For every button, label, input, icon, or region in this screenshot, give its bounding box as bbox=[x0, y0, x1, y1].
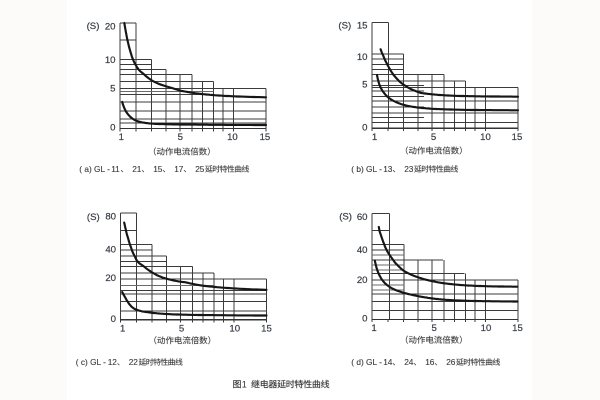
svg-text:10: 10 bbox=[227, 132, 238, 143]
svg-text:80: 80 bbox=[105, 212, 116, 223]
svg-text:1: 1 bbox=[120, 323, 125, 334]
svg-text:10: 10 bbox=[357, 52, 368, 63]
svg-text:15: 15 bbox=[357, 21, 368, 32]
svg-text:15: 15 bbox=[512, 323, 523, 334]
svg-text:10: 10 bbox=[105, 55, 116, 66]
svg-text:0: 0 bbox=[111, 314, 116, 325]
svg-text:16: 16 bbox=[425, 357, 435, 367]
svg-text:15: 15 bbox=[512, 132, 523, 143]
svg-text:15: 15 bbox=[260, 132, 271, 143]
svg-text:20: 20 bbox=[105, 21, 116, 32]
svg-text:24: 24 bbox=[404, 357, 414, 367]
svg-text:22: 22 bbox=[129, 357, 139, 367]
svg-text:20: 20 bbox=[357, 275, 368, 286]
svg-text:0: 0 bbox=[110, 123, 115, 134]
svg-text:10: 10 bbox=[229, 323, 240, 334]
svg-text:0: 0 bbox=[362, 313, 367, 324]
svg-text:( b) GL -: ( b) GL - bbox=[351, 164, 382, 174]
svg-text:10: 10 bbox=[481, 323, 492, 334]
svg-text:23: 23 bbox=[404, 164, 414, 174]
svg-text:10: 10 bbox=[480, 132, 491, 143]
svg-text:1: 1 bbox=[372, 132, 377, 143]
svg-text:25: 25 bbox=[195, 164, 205, 174]
svg-text:21: 21 bbox=[132, 164, 142, 174]
svg-text:( c) GL -: ( c) GL - bbox=[76, 357, 106, 367]
svg-text:1: 1 bbox=[242, 379, 247, 389]
svg-text:20: 20 bbox=[105, 273, 116, 284]
svg-text:5: 5 bbox=[431, 132, 436, 143]
svg-text:0: 0 bbox=[362, 122, 367, 133]
svg-text:15: 15 bbox=[153, 164, 163, 174]
svg-text:( a) GL -: ( a) GL - bbox=[79, 164, 110, 174]
svg-text:12: 12 bbox=[108, 357, 118, 367]
svg-text:15: 15 bbox=[261, 323, 272, 334]
svg-text:( d) GL -: ( d) GL - bbox=[351, 357, 382, 367]
svg-text:5: 5 bbox=[179, 323, 184, 334]
svg-text:60: 60 bbox=[357, 212, 368, 223]
svg-text:(S): (S) bbox=[87, 21, 100, 32]
svg-text:40: 40 bbox=[357, 245, 368, 256]
svg-text:5: 5 bbox=[110, 84, 115, 95]
svg-text:(S): (S) bbox=[338, 21, 351, 32]
svg-text:40: 40 bbox=[105, 244, 116, 255]
svg-text:1: 1 bbox=[371, 323, 376, 334]
svg-text:5: 5 bbox=[362, 80, 367, 91]
svg-text:26: 26 bbox=[446, 357, 456, 367]
svg-text:1: 1 bbox=[119, 132, 124, 143]
svg-text:14: 14 bbox=[383, 357, 393, 367]
svg-text:17: 17 bbox=[174, 164, 184, 174]
svg-text:5: 5 bbox=[432, 323, 437, 334]
svg-text:(S): (S) bbox=[87, 212, 100, 223]
svg-text:(S): (S) bbox=[339, 212, 352, 223]
svg-text:13: 13 bbox=[383, 164, 393, 174]
svg-text:11: 11 bbox=[111, 164, 120, 174]
svg-text:5: 5 bbox=[178, 132, 183, 143]
